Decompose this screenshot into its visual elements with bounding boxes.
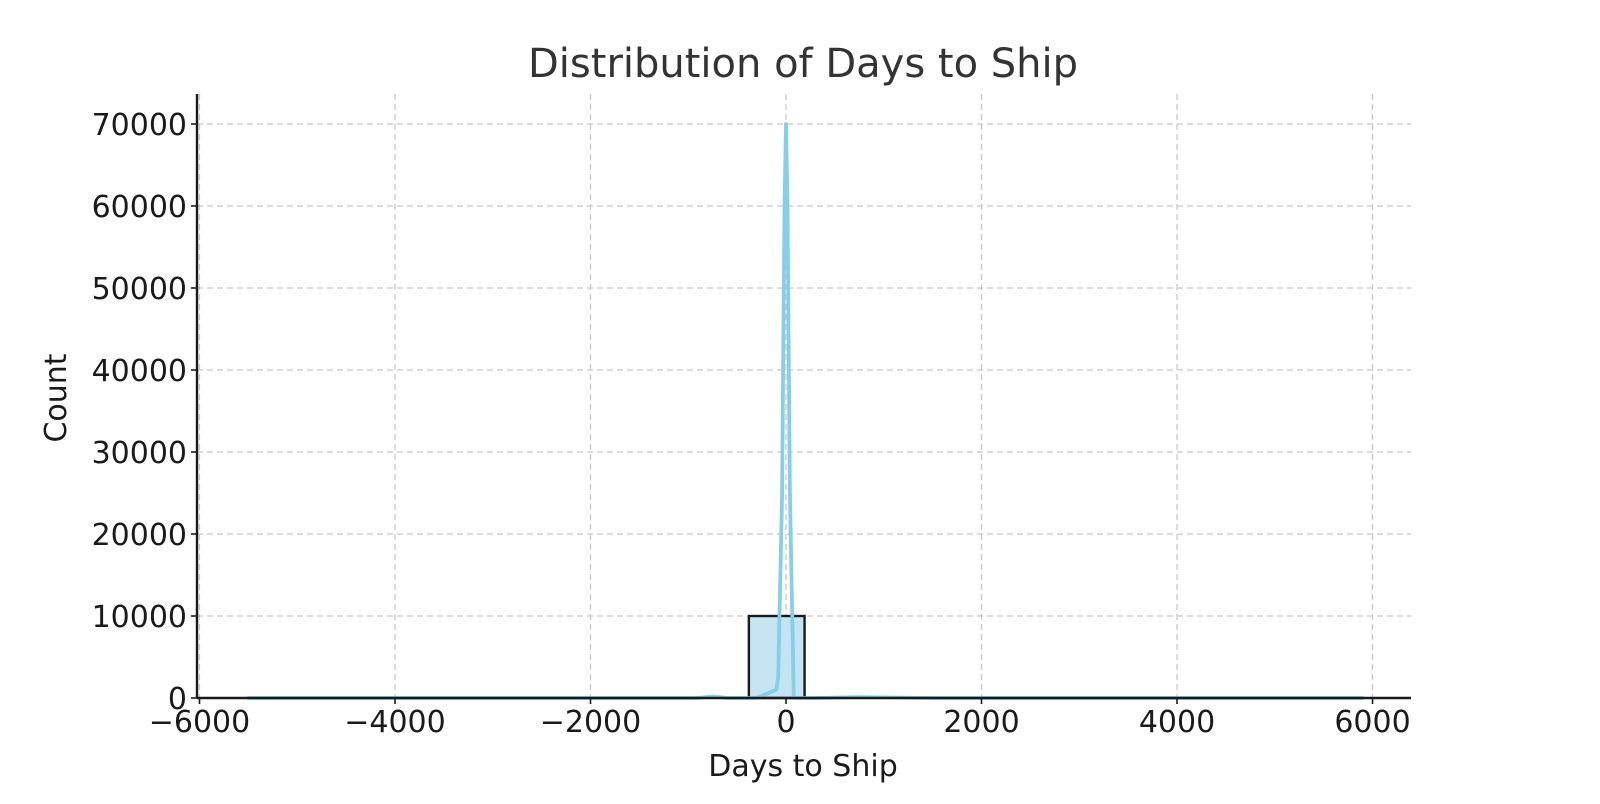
y-tick-label: 60000 bbox=[92, 190, 187, 225]
y-tick-label: 10000 bbox=[92, 600, 187, 635]
x-tick-label: −6000 bbox=[149, 705, 250, 740]
x-tick-label: −4000 bbox=[344, 705, 445, 740]
tick-labels: −6000 −4000 −2000 0 2000 4000 6000010000200003… bbox=[92, 108, 1411, 740]
y-tick-label: 50000 bbox=[92, 272, 187, 307]
kde-curve bbox=[246, 122, 1365, 700]
x-tick-label: 0 bbox=[776, 705, 795, 740]
x-tick-label: 6000 bbox=[1334, 705, 1410, 740]
y-tick-label: 0 bbox=[168, 682, 187, 717]
x-tick-label: 4000 bbox=[1139, 705, 1215, 740]
y-tick-label: 20000 bbox=[92, 518, 187, 553]
axes bbox=[191, 94, 1411, 704]
x-tick-label: 2000 bbox=[943, 705, 1019, 740]
chart-title: Distribution of Days to Ship bbox=[528, 41, 1078, 87]
x-axis-label: Days to Ship bbox=[708, 749, 898, 784]
grid-lines bbox=[197, 94, 1411, 699]
x-tick-label: −2000 bbox=[540, 705, 641, 740]
y-tick-label: 30000 bbox=[92, 436, 187, 471]
y-axis-label: Count bbox=[39, 353, 74, 442]
y-tick-label: 70000 bbox=[92, 108, 187, 143]
kde-curve-layer bbox=[246, 122, 1365, 700]
y-tick-label: 40000 bbox=[92, 354, 187, 389]
